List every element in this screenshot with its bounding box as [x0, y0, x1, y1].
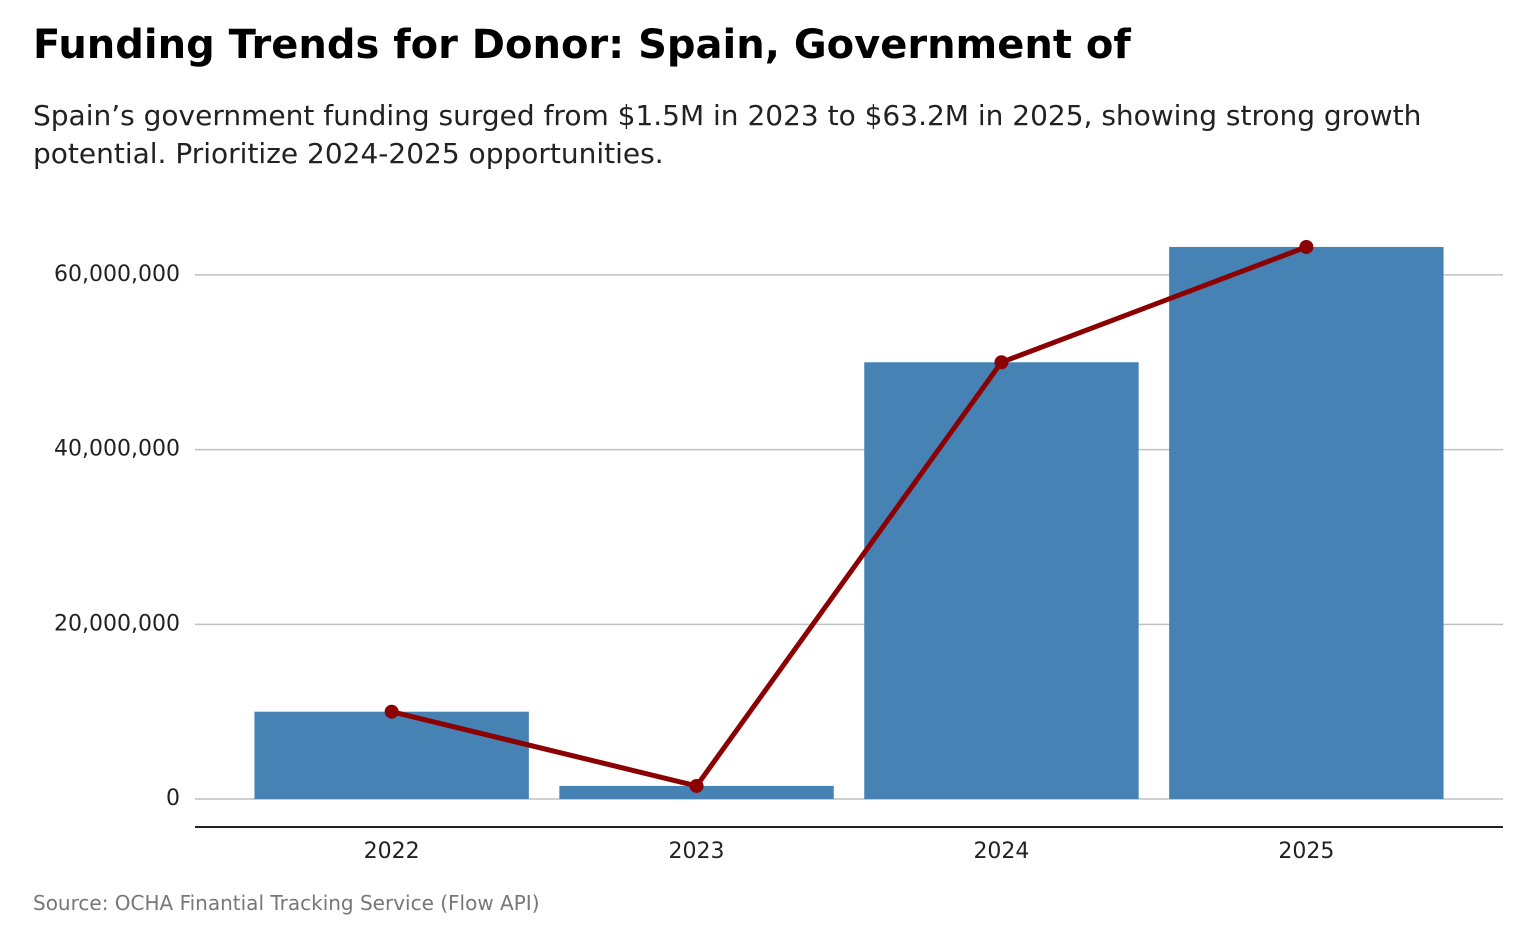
trend-point: [384, 704, 399, 719]
chart-subtitle: Spain’s government funding surged from $…: [33, 99, 1422, 170]
x-tick-label: 2025: [1278, 839, 1334, 864]
chart: 0 20,000,000 40,000,000 60,000,000 2022 2023 2…: [54, 239, 1503, 864]
chart-title: Funding Trends for Donor: Spain, Governm…: [33, 22, 1131, 68]
y-tick-label: 40,000,000: [54, 437, 180, 462]
trend-point: [1299, 239, 1314, 254]
trend-point: [689, 778, 704, 793]
y-tick-label: 0: [166, 786, 180, 811]
y-tick-label: 20,000,000: [54, 611, 180, 636]
bar: [254, 711, 529, 800]
x-tick-label: 2022: [364, 839, 420, 864]
bar: [864, 362, 1139, 800]
trend-point: [994, 355, 1009, 370]
bar: [1169, 246, 1444, 800]
y-tick-label: 60,000,000: [54, 262, 180, 287]
x-tick-label: 2024: [973, 839, 1029, 864]
x-tick-label: 2023: [669, 839, 725, 864]
trend-line: [391, 244, 1308, 789]
source-note: Source: OCHA Finantial Tracking Service …: [33, 891, 540, 915]
